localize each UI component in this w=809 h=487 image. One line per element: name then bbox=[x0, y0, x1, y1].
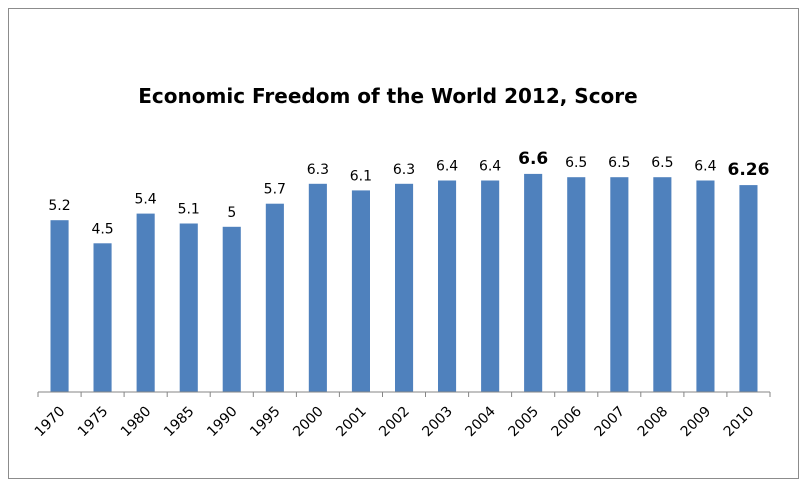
data-label-2005: 6.6 bbox=[518, 149, 548, 169]
data-label-2001: 6.1 bbox=[350, 168, 372, 184]
bar-1985 bbox=[179, 223, 198, 392]
bar-1975 bbox=[93, 243, 112, 392]
x-tick-label-1975: 1975 bbox=[75, 404, 112, 441]
bar-1995 bbox=[265, 203, 284, 392]
bar-2009 bbox=[696, 180, 715, 392]
data-label-2007: 6.5 bbox=[608, 155, 630, 171]
x-tick-label-2007: 2007 bbox=[592, 404, 629, 441]
bar-1970 bbox=[50, 220, 69, 392]
bar-2004 bbox=[481, 180, 500, 392]
data-label-2004: 6.4 bbox=[479, 159, 501, 175]
x-axis-tick-labels-group: 1970 1975 1980 1985 1990 1995 2000 2001 2002 2003… bbox=[32, 403, 758, 440]
bar-1980 bbox=[136, 213, 155, 392]
x-tick-label-1970: 1970 bbox=[32, 404, 69, 441]
data-label-1995: 5.7 bbox=[264, 182, 286, 198]
data-label-1970: 5.2 bbox=[48, 198, 70, 214]
x-tick-label-1995: 1995 bbox=[247, 404, 284, 441]
x-tick-label-2005: 2005 bbox=[506, 404, 543, 441]
x-tick-label-1985: 1985 bbox=[161, 404, 198, 441]
bar-2005 bbox=[524, 173, 543, 392]
bar-1990 bbox=[222, 226, 241, 392]
bar-2006 bbox=[567, 177, 586, 392]
chart-title: Economic Freedom of the World 2012, Scor… bbox=[138, 84, 637, 108]
x-tick-label-2003: 2003 bbox=[419, 404, 456, 441]
bars-group bbox=[50, 173, 758, 392]
data-labels-group: 5.2 4.5 5.4 5.1 5 5.7 6.3 6.1 6.3 6.4 6.4 6.6 6.5 6.5… bbox=[48, 149, 769, 237]
bar-2002 bbox=[395, 183, 414, 392]
bar-2003 bbox=[438, 180, 457, 392]
bar-2008 bbox=[653, 177, 672, 392]
x-tick-label-2004: 2004 bbox=[462, 403, 499, 440]
bar-2010 bbox=[739, 185, 758, 392]
x-tick-label-1980: 1980 bbox=[118, 404, 155, 441]
x-tick-label-2006: 2006 bbox=[549, 403, 586, 440]
x-tick-label-2010: 2010 bbox=[721, 404, 758, 441]
data-label-1975: 4.5 bbox=[91, 221, 113, 237]
x-tick-label-2001: 2001 bbox=[333, 404, 370, 441]
bar-2000 bbox=[308, 183, 327, 392]
data-label-1985: 5.1 bbox=[178, 202, 200, 218]
bar-2007 bbox=[610, 177, 629, 392]
bar-2001 bbox=[351, 190, 370, 392]
x-tick-label-2000: 2000 bbox=[290, 404, 327, 441]
data-label-1990: 5 bbox=[227, 205, 236, 221]
data-label-2010: 6.26 bbox=[728, 160, 770, 180]
data-label-2003: 6.4 bbox=[436, 159, 458, 175]
x-tick-label-2008: 2008 bbox=[635, 404, 672, 441]
data-label-1980: 5.4 bbox=[134, 192, 156, 208]
data-label-2009: 6.4 bbox=[694, 159, 716, 175]
data-label-2006: 6.5 bbox=[565, 155, 587, 171]
data-label-2002: 6.3 bbox=[393, 162, 415, 178]
x-tick-label-1990: 1990 bbox=[204, 404, 241, 441]
x-tick-label-2002: 2002 bbox=[376, 404, 413, 441]
data-label-2000: 6.3 bbox=[307, 162, 329, 178]
x-axis-ticks-group bbox=[37, 392, 771, 397]
data-label-2008: 6.5 bbox=[651, 155, 673, 171]
x-tick-label-2009: 2009 bbox=[678, 404, 715, 441]
